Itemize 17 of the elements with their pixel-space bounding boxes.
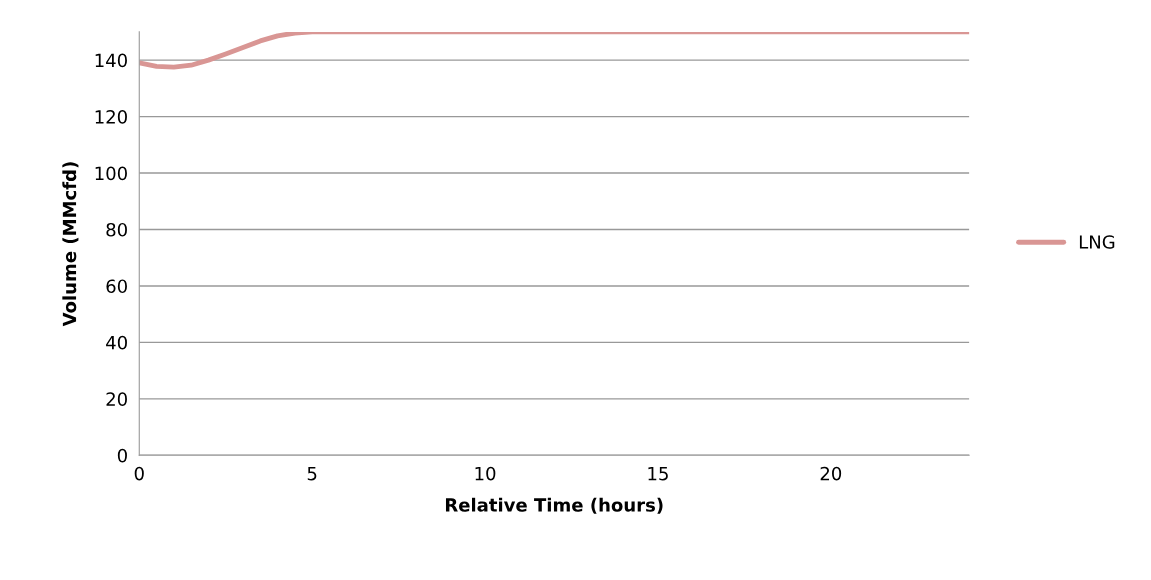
legend-label: LNG <box>1079 235 1115 249</box>
line-series <box>139 31 970 70</box>
y-tick-label: 140 <box>95 53 127 68</box>
x-axis-title: Relative Time (hours) <box>445 497 663 514</box>
y-axis-title: Volume (MMcfd) <box>62 162 79 327</box>
x-tick-label: 10 <box>475 466 496 481</box>
y-tick-label: 100 <box>95 166 127 181</box>
y-tick-label: 120 <box>95 110 127 124</box>
y-tick-label: 60 <box>106 279 127 294</box>
y-tick-label: 0 <box>117 448 127 463</box>
x-tick-label: 0 <box>134 466 144 481</box>
x-tick-label: 20 <box>820 466 842 481</box>
y-tick-label: 80 <box>106 222 127 237</box>
x-tick-label: 15 <box>648 466 668 481</box>
y-tick-label: 40 <box>106 335 127 350</box>
x-tick-label: 5 <box>307 466 317 481</box>
y-tick-label: 20 <box>106 392 127 406</box>
